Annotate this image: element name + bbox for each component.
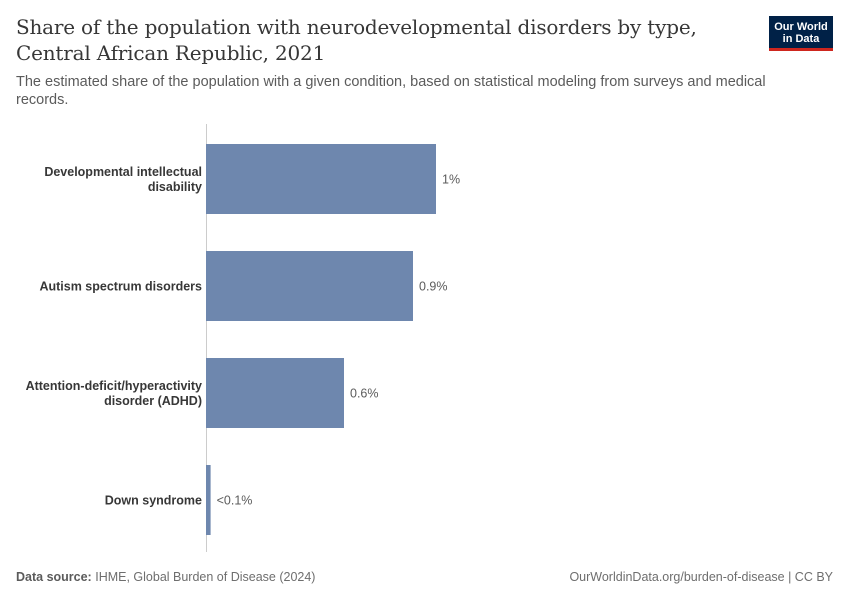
- category-label-line: Developmental intellectual: [44, 165, 202, 179]
- bar-chart: 1% Developmental intellectual disability 0.…: [26, 124, 460, 552]
- logo-line-2: in Data: [782, 33, 820, 45]
- category-label-line: disability: [148, 180, 202, 194]
- category-label-line: Attention-deficit/hyperactivity: [26, 379, 202, 393]
- category-label-3: Down syndrome: [105, 494, 202, 508]
- category-label-line: disorder (ADHD): [104, 394, 202, 408]
- bar-1: [206, 251, 413, 321]
- bar-3: [206, 465, 211, 535]
- value-label-2: 0.6%: [350, 387, 379, 401]
- value-label-0: 1%: [442, 173, 460, 187]
- bar-2: [206, 358, 344, 428]
- data-source-text: IHME, Global Burden of Disease (2024): [95, 570, 316, 584]
- value-label-1: 0.9%: [419, 280, 448, 294]
- category-label-1: Autism spectrum disorders: [39, 280, 202, 294]
- chart-title: Share of the population with neurodevelo…: [16, 15, 697, 65]
- bar-0: [206, 144, 436, 214]
- value-label-3: <0.1%: [217, 494, 253, 508]
- source-link[interactable]: OurWorldinData.org/burden-of-disease | C…: [569, 570, 833, 584]
- logo-line-1: Our World: [774, 21, 828, 33]
- category-label-2: Attention-deficit/hyperactivity disorder …: [26, 379, 202, 408]
- category-label-line: Autism spectrum disorders: [39, 280, 202, 294]
- owid-logo[interactable]: Our World in Data: [769, 16, 833, 51]
- category-label-0: Developmental intellectual disability: [44, 165, 202, 194]
- data-source-label: Data source:: [16, 570, 92, 584]
- chart-subtitle: The estimated share of the population wi…: [16, 74, 766, 108]
- category-label-line: Down syndrome: [105, 494, 202, 508]
- data-source: Data source: IHME, Global Burden of Dise…: [16, 570, 315, 584]
